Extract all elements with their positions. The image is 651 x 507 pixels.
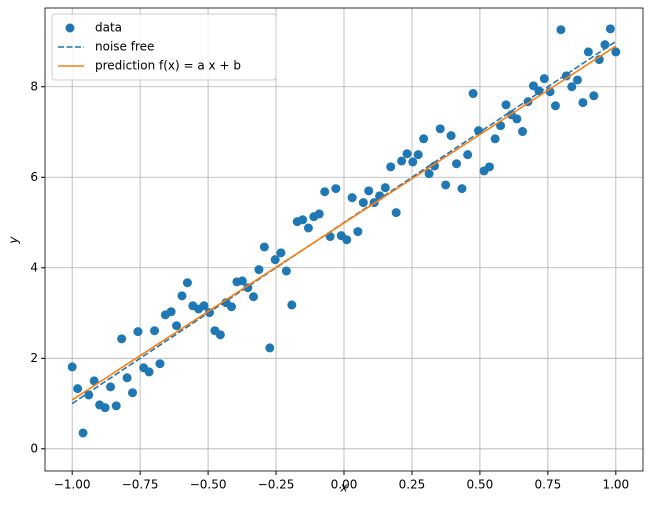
- data-point: [150, 326, 160, 336]
- data-point: [106, 382, 116, 392]
- data-point: [144, 367, 154, 377]
- data-point: [589, 91, 599, 101]
- data-point: [534, 86, 544, 96]
- data-point: [353, 227, 363, 237]
- data-point: [572, 75, 582, 85]
- x-tick-label: −1.00: [54, 478, 91, 492]
- legend-label: prediction f(x) = a x + b: [95, 59, 241, 73]
- data-point: [128, 388, 138, 398]
- data-point: [380, 183, 390, 193]
- data-point: [364, 186, 374, 196]
- data-point: [276, 248, 286, 258]
- data-point: [281, 266, 291, 276]
- x-tick-label: 0.00: [331, 478, 358, 492]
- legend-label: noise free: [95, 40, 154, 54]
- data-point: [331, 184, 341, 194]
- data-point: [287, 300, 297, 310]
- data-point: [122, 373, 132, 383]
- data-point: [419, 134, 429, 144]
- data-point: [133, 327, 143, 337]
- data-point: [386, 162, 396, 172]
- data-point: [457, 184, 467, 194]
- data-point: [468, 89, 478, 99]
- data-point: [78, 428, 88, 438]
- data-point: [155, 359, 165, 369]
- data-point: [298, 215, 308, 225]
- data-point: [259, 242, 269, 252]
- x-tick-label: 0.25: [399, 478, 426, 492]
- x-tick-label: −0.75: [122, 478, 159, 492]
- y-tick-label: 2: [30, 351, 38, 365]
- data-point: [73, 384, 83, 394]
- data-point: [67, 362, 77, 372]
- data-point: [490, 134, 500, 144]
- data-point: [166, 307, 176, 317]
- data-point: [84, 390, 94, 400]
- data-point: [270, 255, 280, 265]
- data-point: [391, 208, 401, 218]
- legend-marker: [65, 23, 75, 33]
- data-point: [550, 101, 560, 111]
- data-point: [347, 193, 357, 203]
- data-point: [117, 334, 127, 344]
- data-point: [484, 162, 494, 172]
- x-axis-label: x: [339, 481, 348, 495]
- data-point: [518, 127, 528, 137]
- data-point: [512, 114, 522, 124]
- data-point: [463, 150, 473, 160]
- legend-label: data: [95, 21, 122, 35]
- data-point: [314, 209, 324, 219]
- data-point: [424, 169, 434, 179]
- data-point: [556, 25, 566, 35]
- data-point: [248, 292, 258, 302]
- data-point: [111, 401, 121, 411]
- line: [71, 45, 617, 401]
- data-point: [578, 98, 588, 108]
- data-point: [408, 157, 418, 167]
- data-point: [358, 198, 368, 208]
- plot-frame: [44, 7, 644, 472]
- y-tick-label: 0: [30, 441, 38, 455]
- data-point: [402, 149, 412, 159]
- data-point: [430, 161, 440, 171]
- data-point: [100, 403, 110, 413]
- y-tick-label: 6: [30, 170, 38, 184]
- data-point: [215, 330, 225, 340]
- data-point: [501, 100, 511, 110]
- x-tick-label: 0.50: [467, 478, 494, 492]
- data-point: [320, 187, 330, 197]
- data-point: [182, 278, 192, 288]
- data-point: [89, 376, 99, 386]
- x-tick-label: 0.75: [535, 478, 562, 492]
- data-point: [583, 47, 593, 57]
- data-point: [172, 321, 182, 331]
- data-point: [342, 235, 352, 245]
- data-point: [237, 276, 247, 286]
- data-point: [303, 223, 313, 233]
- data-point: [567, 82, 577, 92]
- data-point: [474, 126, 484, 136]
- y-axis-label: y: [7, 236, 21, 245]
- data-point: [435, 124, 445, 134]
- data-point: [265, 343, 275, 353]
- legend-box: [51, 13, 277, 81]
- y-tick-label: 8: [30, 79, 38, 93]
- data-point: [446, 131, 456, 141]
- data-point: [226, 302, 236, 312]
- data-point: [199, 301, 209, 311]
- data-point: [539, 74, 549, 84]
- x-tick-label: −0.25: [258, 478, 295, 492]
- y-tick-label: 4: [30, 260, 38, 274]
- data-point: [611, 47, 621, 57]
- data-point: [254, 265, 264, 275]
- data-point: [177, 291, 187, 301]
- data-point: [413, 150, 423, 160]
- x-tick-label: −0.50: [190, 478, 227, 492]
- x-tick-label: 1.00: [602, 478, 629, 492]
- data-point: [397, 156, 407, 166]
- data-point: [452, 159, 462, 169]
- data-point: [441, 180, 451, 190]
- data-point: [605, 24, 615, 34]
